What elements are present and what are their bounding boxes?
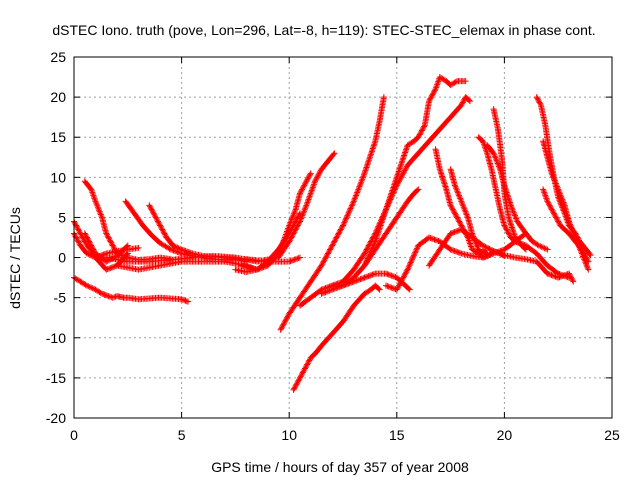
series-10-points [238, 210, 303, 273]
x-tick-label: 0 [70, 427, 78, 443]
series-12-points [290, 282, 383, 393]
chart-title: dSTEC Iono. truth (pove, Lon=296, Lat=-8… [52, 22, 595, 38]
y-tick-label: 5 [58, 209, 66, 225]
series-23-points [490, 106, 529, 253]
series-26 [540, 186, 592, 265]
y-tick-label: 10 [50, 169, 66, 185]
y-tick-label: 15 [50, 129, 66, 145]
x-tick-label: 10 [281, 427, 297, 443]
plot-frame [73, 56, 613, 419]
series-10 [238, 210, 303, 273]
series-16 [361, 74, 469, 269]
x-tick-label: 20 [497, 427, 513, 443]
y-tick-label: -20 [46, 410, 66, 426]
y-tick-label: -15 [46, 370, 66, 386]
x-tick-label: 25 [604, 427, 620, 443]
series-20 [447, 166, 508, 261]
series-11 [277, 94, 387, 333]
y-axis-ticks: -20 -15 -10 -5 0 5 10 15 20 25 [46, 49, 612, 426]
x-tick-label: 15 [389, 427, 405, 443]
series-20-points [447, 166, 508, 261]
x-axis-label: GPS time / hours of day 357 of year 2008 [211, 459, 469, 475]
y-tick-label: 0 [58, 250, 66, 266]
x-tick-label: 5 [178, 427, 186, 443]
grid [74, 57, 612, 418]
series-23 [490, 106, 529, 253]
series-26-points [540, 186, 592, 265]
series-16-points [361, 74, 469, 269]
series-11-points [277, 94, 387, 333]
y-tick-label: -5 [54, 290, 67, 306]
series-12 [290, 282, 383, 393]
y-axis-label: dSTEC / TECUs [7, 207, 23, 309]
y-tick-label: 25 [50, 49, 66, 65]
plot-marks [71, 74, 594, 393]
x-axis-ticks: 0 5 10 15 20 25 [70, 57, 620, 443]
y-tick-label: 20 [50, 89, 66, 105]
y-tick-label: -10 [46, 330, 66, 346]
